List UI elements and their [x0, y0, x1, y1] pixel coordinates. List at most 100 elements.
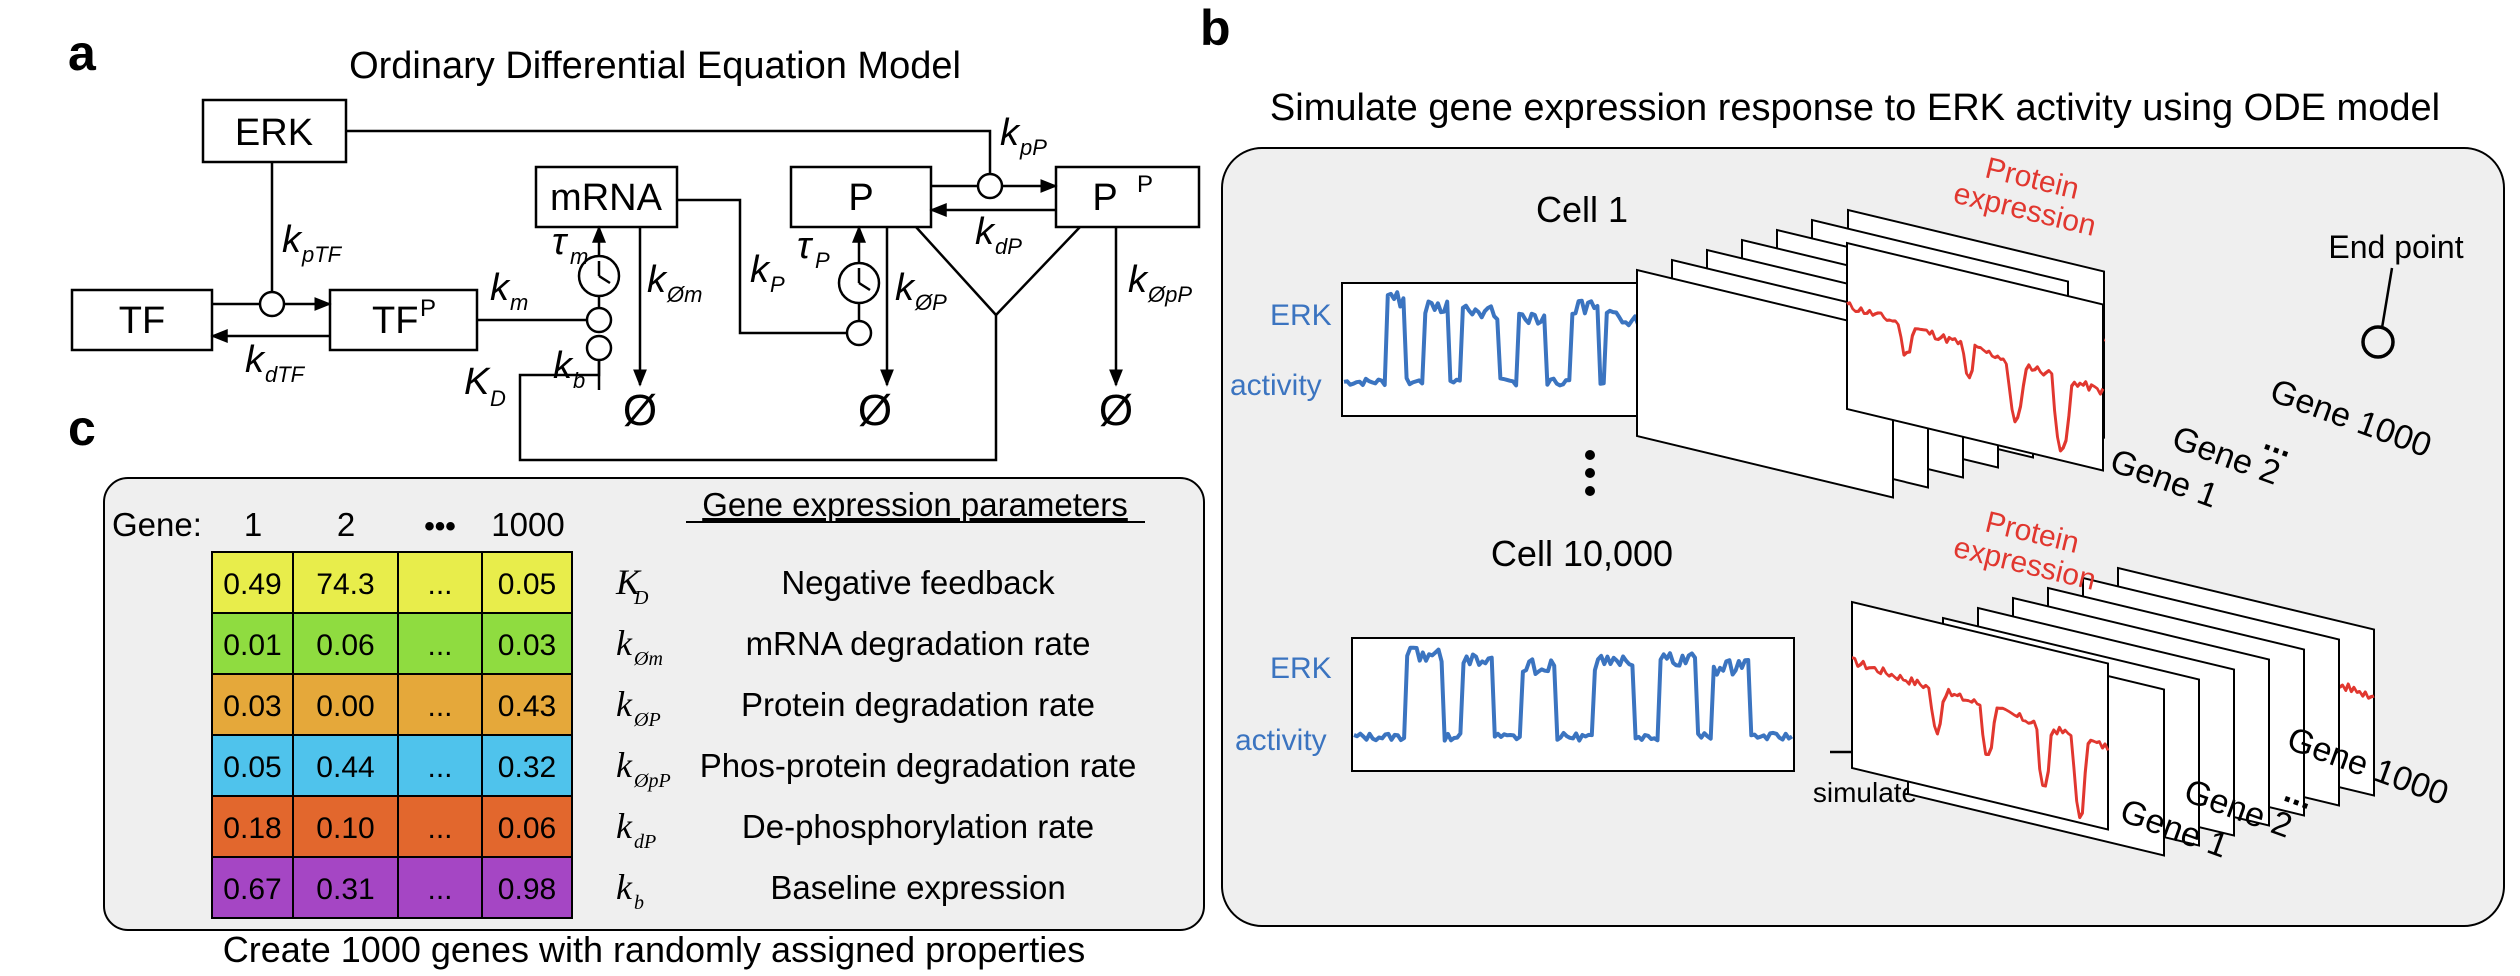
parameter-cell [292, 612, 399, 675]
tau-p-subscript: P [815, 248, 830, 273]
phospho-protein-box [1054, 165, 1201, 229]
end-point-marker [2361, 325, 2395, 359]
panel-letter-b: b [1200, 0, 1231, 56]
gene-column-ellipsis-header: ••• [424, 510, 456, 543]
cell-10000-erk-label: ERK [1270, 652, 1332, 685]
parameter-description: mRNA degradation rate [746, 625, 1091, 662]
parameter-symbol: k [616, 623, 633, 663]
negative-feedback-line [518, 315, 998, 462]
rate-k-dtf: k dTF [245, 339, 306, 387]
parameter-value: 0.03 [223, 690, 281, 723]
k-m-symbol: k [490, 267, 511, 309]
parameter-cell [211, 856, 294, 919]
parameter-cell [211, 734, 294, 797]
cell-1-erk-label: ERK [1270, 299, 1332, 332]
gene-column-2-header: 2 [337, 506, 355, 543]
parameter-value: 0.01 [223, 629, 281, 662]
rate-tau-p: τ P [797, 225, 830, 273]
parameter-description: Phos-protein degradation rate [700, 747, 1137, 784]
parameter-value: ... [427, 812, 452, 845]
gene-column-1000-header: 1000 [491, 506, 564, 543]
parameter-cell [481, 673, 573, 736]
parameter-value: 74.3 [316, 568, 374, 601]
parameter-value: 0.06 [498, 812, 556, 845]
parameter-value: 0.31 [316, 873, 374, 906]
tf-box [70, 288, 214, 352]
k-pp-subscript: pP [1019, 135, 1047, 160]
parameter-description: De-phosphorylation rate [742, 808, 1094, 845]
cell-10000-protein-plot-front [1851, 600, 2110, 831]
end-point-pointer [2380, 267, 2394, 329]
mrna-feedback-node [585, 334, 613, 362]
parameter-description: Protein degradation rate [741, 686, 1095, 723]
rate-tau-m: τ m [552, 221, 588, 269]
k-d-symbol: K [464, 361, 491, 403]
parameter-symbol-subscript: dP [634, 831, 656, 853]
parameter-symbol-subscript: ØpP [633, 770, 671, 792]
parameter-symbol-subscript: D [633, 587, 649, 609]
parameter-symbol: k [616, 745, 633, 785]
parameter-value: 0.06 [316, 629, 374, 662]
cell-10000-label: Cell 10,000 [1491, 533, 1673, 574]
cell-10000-activity-label: activity [1235, 724, 1327, 757]
rate-k-0pp: k ØpP [1128, 259, 1192, 307]
parameter-value: 0.10 [316, 812, 374, 845]
cell-10000-protein-trace-front [1852, 656, 2110, 820]
panel-b-title: Simulate gene expression response to ERK… [1270, 87, 2440, 129]
tau-p-symbol: τ [797, 225, 814, 267]
parameter-value: ... [427, 568, 452, 601]
parameter-cell [292, 734, 399, 797]
k-0p-subscript: ØP [914, 290, 947, 315]
k-m-subscript: m [510, 290, 528, 315]
erk-box-label: ERK [235, 112, 313, 154]
parameter-value: 0.98 [498, 873, 556, 906]
cell-1-activity-label: activity [1230, 369, 1322, 402]
parameter-value: 0.05 [223, 751, 281, 784]
parameter-cell [481, 612, 573, 675]
protein-box-label: P [848, 177, 873, 219]
rate-k-p: k P [750, 249, 785, 297]
tf-box-label: TF [119, 300, 165, 342]
parameter-value: 0.67 [223, 873, 281, 906]
k-0p-symbol: k [895, 267, 916, 309]
rate-k-pp: k pP [1000, 112, 1047, 160]
parameter-value: 0.43 [498, 690, 556, 723]
parameter-value: 0.44 [316, 751, 374, 784]
parameter-cell [481, 856, 573, 919]
mrna-null-symbol: Ø [623, 386, 657, 435]
mrna-clock-hand-2 [598, 274, 611, 285]
rate-k-m: k m [490, 267, 528, 315]
k-0m-subscript: Øm [666, 282, 702, 307]
parameter-cell [292, 551, 399, 614]
parameter-cell [481, 551, 573, 614]
tfp-box-label: TF [372, 300, 418, 342]
cell-10000-simulate-label: simulate [1813, 777, 1917, 808]
cell-10000-erk-trace [1353, 645, 1794, 743]
rate-k-0m: k Øm [647, 259, 702, 307]
rate-k-b: k b [553, 345, 585, 393]
cell-1-protein-trace-front [1846, 301, 2105, 453]
k-d-subscript: D [490, 386, 506, 411]
parameter-cell [211, 551, 294, 614]
cell-1-protein-plot-front [1846, 241, 2105, 472]
parameter-symbol-subscript: Øm [633, 648, 663, 670]
k-dtf-subscript: dTF [265, 362, 306, 387]
cell-1-label: Cell 1 [1536, 189, 1628, 230]
k-p-subscript: P [770, 272, 785, 297]
panel-a: a Ordinary Differential Equation Model E… [68, 25, 1201, 462]
k-pp-symbol: k [1000, 112, 1021, 154]
rate-k-dp: k dP [975, 211, 1022, 259]
panel-b: b Simulate gene expression response to E… [1200, 0, 2505, 927]
parameter-value: ... [427, 629, 452, 662]
k-p-symbol: k [750, 249, 771, 291]
panel-a-title: Ordinary Differential Equation Model [349, 45, 961, 87]
parameter-cell [397, 795, 483, 858]
gene-column-1-header: 1 [244, 506, 262, 543]
tfp-box [328, 288, 479, 352]
k-ptf-subscript: pTF [301, 242, 343, 267]
parameter-symbol: k [616, 867, 633, 907]
mrna-box [534, 165, 679, 229]
panel-c-caption: Create 1000 genes with randomly assigned… [223, 929, 1086, 970]
k-dp-symbol: k [975, 211, 996, 253]
gene-parameters-title: Gene expression parameters [702, 486, 1128, 523]
